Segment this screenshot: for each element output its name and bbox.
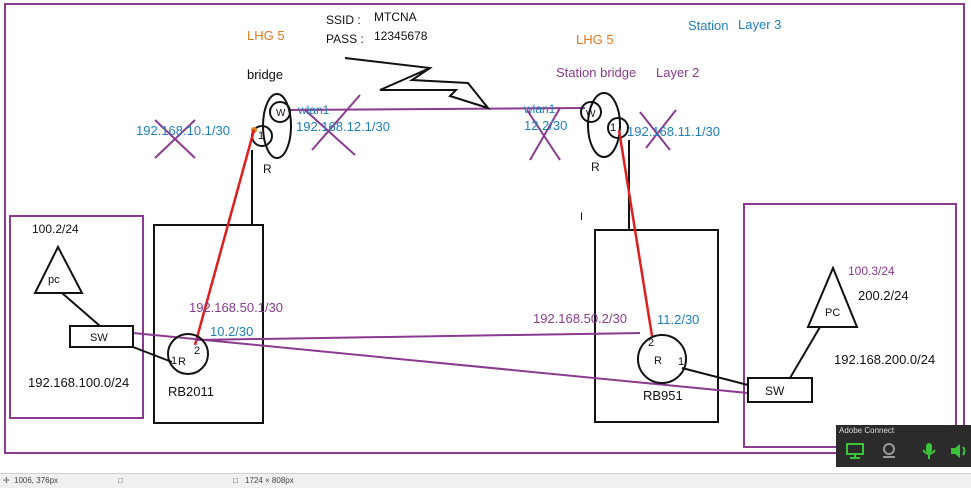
wlan1-right-label: wlan1: [523, 102, 556, 116]
layer2-label: Layer 2: [656, 65, 699, 80]
right-lhg-antenna: [587, 92, 621, 158]
outer-frame: [4, 3, 965, 454]
cursor-position-icon: ✛: [3, 476, 10, 485]
left-net-label: 192.168.100.0/24: [28, 375, 129, 390]
ip-11-2: 11.2/30: [657, 312, 699, 327]
cross-marks: [154, 94, 677, 161]
port1-left: 1: [258, 130, 264, 142]
pass-label: PASS :: [326, 32, 364, 46]
rb951-to-right-switch: [681, 367, 749, 386]
ssid-label: SSID :: [326, 13, 361, 27]
right-net-label: 192.168.200.0/24: [834, 352, 935, 367]
wireless-link: [288, 107, 586, 111]
left-pc-label: pc: [48, 274, 60, 286]
r-right: R: [591, 160, 600, 174]
ssid-value: MTCNA: [374, 10, 417, 24]
rb951-r: R: [654, 355, 662, 367]
w-left: W: [276, 108, 286, 119]
left-pc-to-switch: [61, 292, 101, 327]
wireless-signal-icon: [344, 57, 491, 110]
screen-share-icon[interactable]: [844, 441, 866, 461]
wlan1-left-label: wlan1: [297, 103, 330, 117]
rb2011-port1: 1: [171, 355, 177, 367]
layer3-label: Layer 3: [738, 17, 781, 32]
left-switch-to-rb2011: [132, 346, 173, 363]
speaker-icon[interactable]: [948, 441, 970, 461]
left-pc-icon: [33, 244, 84, 294]
ip-50-1: 192.168.50.1/30: [189, 300, 283, 315]
webcam-icon[interactable]: [878, 441, 900, 461]
bridge-label: bridge: [247, 67, 283, 82]
rb951-port1: 1: [678, 356, 684, 368]
right-switch-label: SW: [765, 384, 785, 398]
ip-10-1: 192.168.10.1/30: [136, 123, 230, 138]
right-lhg-wlan-port: [580, 101, 602, 123]
pass-value: 12345678: [374, 29, 428, 43]
right-pc-ip1: 100.3/24: [848, 264, 895, 278]
right-pc-ip2: 200.2/24: [858, 288, 909, 303]
ip-12-1: 192.168.12.1/30: [296, 119, 390, 134]
image-size-icon: □: [233, 476, 238, 485]
w-right: W: [586, 109, 596, 120]
left-switch-label: SW: [90, 332, 108, 344]
rb2011-port2: 2: [194, 345, 200, 357]
cursor-position-readout: 1006, 376px: [14, 476, 59, 485]
adobe-connect-title: Adobe Connect: [839, 426, 895, 435]
text-cursor: I: [580, 211, 583, 223]
image-size-readout: 1724 × 808px: [245, 476, 294, 485]
left-sw-to-right-sw-link: [132, 332, 749, 394]
status-bar: ✛ 1006, 376px □ □ 1724 × 808px: [0, 473, 971, 488]
lhg-right-label: LHG 5: [576, 32, 614, 47]
ip-11-1: 192.168.11.1/30: [627, 124, 720, 139]
left-red-link: [193, 129, 256, 346]
rb2011-to-rb951-link: [194, 332, 641, 341]
selection-icon: □: [118, 476, 123, 485]
rb951-router-icon: [637, 334, 687, 384]
left-switch: [69, 325, 134, 348]
right-pc-to-switch: [789, 326, 821, 379]
rb951-box: [594, 229, 719, 423]
r-left: R: [263, 162, 272, 176]
rb2011-box: [153, 224, 264, 424]
rb951-port2: 2: [648, 337, 654, 349]
right-lhg-ether-port: [607, 117, 629, 139]
ip-10-2: 10.2/30: [210, 324, 253, 339]
microphone-icon[interactable]: [918, 441, 940, 461]
left-lhg-wlan-port: [269, 101, 291, 123]
right-pc-label: PC: [825, 307, 840, 319]
right-switch: [747, 377, 813, 403]
lhg-left-label: LHG 5: [247, 28, 285, 43]
ip-12-2: 12.2/30: [524, 118, 567, 133]
rb2011-router-icon: [167, 333, 209, 375]
right-pc-icon: [806, 265, 859, 328]
station-label: Station: [688, 18, 728, 33]
rb2011-r: R: [178, 356, 186, 368]
left-lan-zone: [9, 215, 144, 419]
rb2011-label: RB2011: [168, 384, 214, 399]
right-red-link: [617, 129, 654, 337]
station-bridge-label: Station bridge: [556, 65, 636, 80]
port1-right: 1: [610, 122, 616, 134]
ip-50-2: 192.168.50.2/30: [533, 311, 627, 326]
left-pc-ip: 100.2/24: [32, 222, 79, 236]
adobe-connect-panel: Adobe Connect: [836, 425, 971, 467]
rb951-label: RB951: [643, 388, 683, 403]
